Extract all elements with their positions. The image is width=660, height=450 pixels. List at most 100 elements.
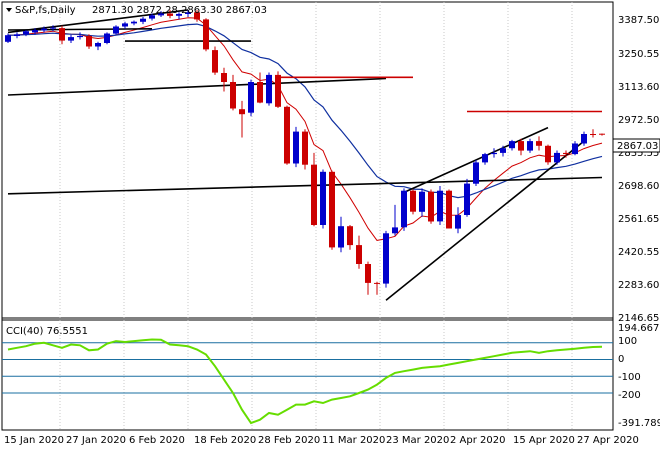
candle-body — [158, 13, 164, 16]
long-support-line — [7, 176, 603, 195]
candle-body — [185, 12, 191, 14]
candle-body — [347, 226, 353, 246]
candle-body — [581, 134, 587, 144]
symbol-label: S&P,fs,Daily — [15, 5, 76, 16]
price-axis: 3387.50 3250.55 3113.60 2972.50 2835.55 … — [618, 15, 659, 324]
candle-body — [383, 233, 389, 284]
candle-body — [140, 18, 146, 22]
candle-body — [545, 145, 551, 163]
date-tick: 28 Feb 2020 — [258, 435, 320, 446]
candle-body — [572, 143, 578, 155]
dropdown-triangle-icon[interactable] — [6, 8, 12, 12]
candle-body — [338, 226, 344, 248]
candle-body — [230, 82, 236, 109]
candle-body — [554, 152, 560, 163]
cci-min-label: -391.789 — [618, 418, 660, 429]
candle-body — [428, 191, 434, 222]
candle-body — [419, 191, 425, 212]
date-tick: 18 Feb 2020 — [194, 435, 256, 446]
cci-layer — [2, 338, 613, 425]
candle-body — [509, 141, 515, 149]
price-panel[interactable] — [1, 1, 614, 319]
price-tick: 2972.50 — [618, 115, 659, 126]
candle-body — [374, 282, 380, 284]
candle-body — [221, 73, 227, 82]
candle-body — [437, 190, 443, 222]
candle-body — [401, 190, 407, 228]
candle-body — [131, 21, 137, 24]
candle-body — [599, 133, 605, 135]
svg-text:2867.03: 2867.03 — [617, 141, 658, 152]
candle-body — [68, 37, 74, 41]
price-tick: 2283.60 — [618, 280, 659, 291]
price-tick: 2561.65 — [618, 214, 659, 225]
candle-body — [41, 28, 47, 31]
candle-body — [329, 171, 335, 248]
cci-level-label: -200 — [618, 390, 641, 401]
candle-body — [203, 19, 209, 50]
candle-body — [14, 34, 20, 36]
date-axis: 15 Jan 2020 27 Jan 2020 6 Feb 2020 18 Fe… — [4, 435, 639, 446]
candle-body — [293, 131, 299, 164]
price-tick: 3113.60 — [618, 82, 659, 93]
candle-body — [248, 82, 254, 113]
candle-body — [284, 106, 290, 164]
candle-body — [122, 23, 128, 27]
candle-body — [482, 154, 488, 163]
date-tick: 27 Jan 2020 — [66, 435, 126, 446]
candle-body — [77, 35, 83, 38]
candle-body — [392, 227, 398, 234]
candle-body — [104, 33, 110, 43]
candle-body — [149, 15, 155, 19]
price-tick: 2146.65 — [618, 313, 659, 324]
price-tick: 2835.55 — [618, 148, 659, 159]
candle-body — [536, 141, 542, 146]
date-tick: 15 Jan 2020 — [4, 435, 64, 446]
price-tick: 3387.50 — [618, 15, 659, 26]
cci-label: CCI(40) 76.5551 — [6, 326, 88, 337]
candle-body — [50, 27, 56, 29]
candle-body — [590, 134, 596, 135]
candle-body — [266, 74, 272, 104]
price-tick: 3250.55 — [618, 49, 659, 60]
candle-body — [113, 26, 119, 34]
date-tick: 27 Apr 2020 — [577, 435, 639, 446]
candle-body — [410, 190, 416, 212]
candle-body — [491, 152, 497, 155]
candle-body — [167, 13, 173, 16]
candle-body — [59, 28, 65, 41]
candle-body — [365, 264, 371, 283]
cci-max-label: 194.667 — [618, 323, 659, 334]
candle-body — [563, 152, 569, 155]
date-tick: 6 Feb 2020 — [129, 435, 185, 446]
indicator-panel[interactable] — [1, 319, 614, 431]
date-tick: 2 Apr 2020 — [450, 435, 505, 446]
candle-body — [239, 109, 245, 115]
candle-body — [23, 31, 29, 35]
lower-wedge-line — [385, 140, 585, 301]
candle-body — [500, 148, 506, 153]
cci-level-label: 0 — [618, 354, 624, 365]
candle-body — [302, 131, 308, 165]
price-tick: 2420.55 — [618, 247, 659, 258]
candle-body — [356, 245, 362, 264]
flat-trendline — [7, 28, 153, 31]
candle-body — [5, 35, 11, 42]
candle-body — [311, 164, 317, 225]
candle-body — [518, 141, 524, 151]
candle-body — [95, 43, 101, 47]
candle-body — [464, 183, 470, 215]
price-layer — [5, 2, 605, 430]
ohlc-values: 2871.30 2872.28 2863.30 2867.03 — [92, 5, 267, 16]
price-tick: 2698.60 — [618, 181, 659, 192]
candle-body — [32, 30, 38, 33]
candle-body — [275, 74, 281, 107]
cci-level-label: 100 — [618, 336, 637, 347]
date-tick: 23 Mar 2020 — [386, 435, 449, 446]
candle-body — [527, 141, 533, 151]
candle-body — [446, 190, 452, 229]
candle-body — [257, 82, 263, 103]
candle-body — [194, 12, 200, 20]
date-tick: 15 Apr 2020 — [513, 435, 575, 446]
